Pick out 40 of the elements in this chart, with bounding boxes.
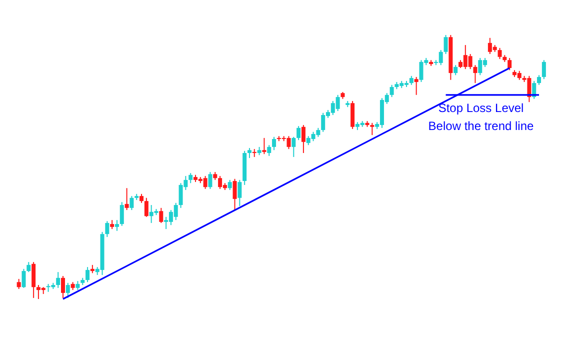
candlestick xyxy=(454,64,458,76)
candlestick xyxy=(66,282,70,298)
annotation: Below the trend line xyxy=(428,119,534,133)
candlestick xyxy=(105,220,110,238)
candlestick xyxy=(508,57,512,71)
candlestick xyxy=(414,76,418,96)
candlestick xyxy=(238,179,242,207)
candlestick xyxy=(390,84,394,98)
candlestick xyxy=(208,172,212,190)
candlestick xyxy=(32,262,36,298)
candlestick xyxy=(498,47,502,60)
candlestick xyxy=(292,136,296,158)
candlestick xyxy=(130,196,134,211)
candlestick xyxy=(267,144,272,156)
candlestick xyxy=(159,207,164,224)
candlestick xyxy=(26,262,31,273)
candlestick xyxy=(22,268,26,288)
candlestick xyxy=(473,64,478,84)
annotation: Stop Loss Level xyxy=(438,101,524,115)
candlestick xyxy=(120,202,124,226)
candlestick xyxy=(301,124,306,154)
candlestick xyxy=(370,122,374,136)
candlestick xyxy=(350,100,355,130)
candlestick xyxy=(16,278,21,290)
candlestick xyxy=(228,179,232,190)
candlestick xyxy=(188,172,193,184)
candlestick xyxy=(296,126,301,141)
candlestick xyxy=(124,188,129,211)
candlestick xyxy=(444,34,448,55)
candlestick xyxy=(247,147,252,159)
candlestick xyxy=(232,178,237,211)
candlestick xyxy=(61,276,65,298)
candlestick xyxy=(272,136,276,151)
candlestick xyxy=(114,220,119,232)
candlestick xyxy=(56,272,60,288)
candlestick xyxy=(86,266,90,283)
candlestick xyxy=(144,197,148,218)
candlestick xyxy=(262,137,266,155)
candlestick xyxy=(537,74,542,86)
candlestick xyxy=(542,60,546,80)
